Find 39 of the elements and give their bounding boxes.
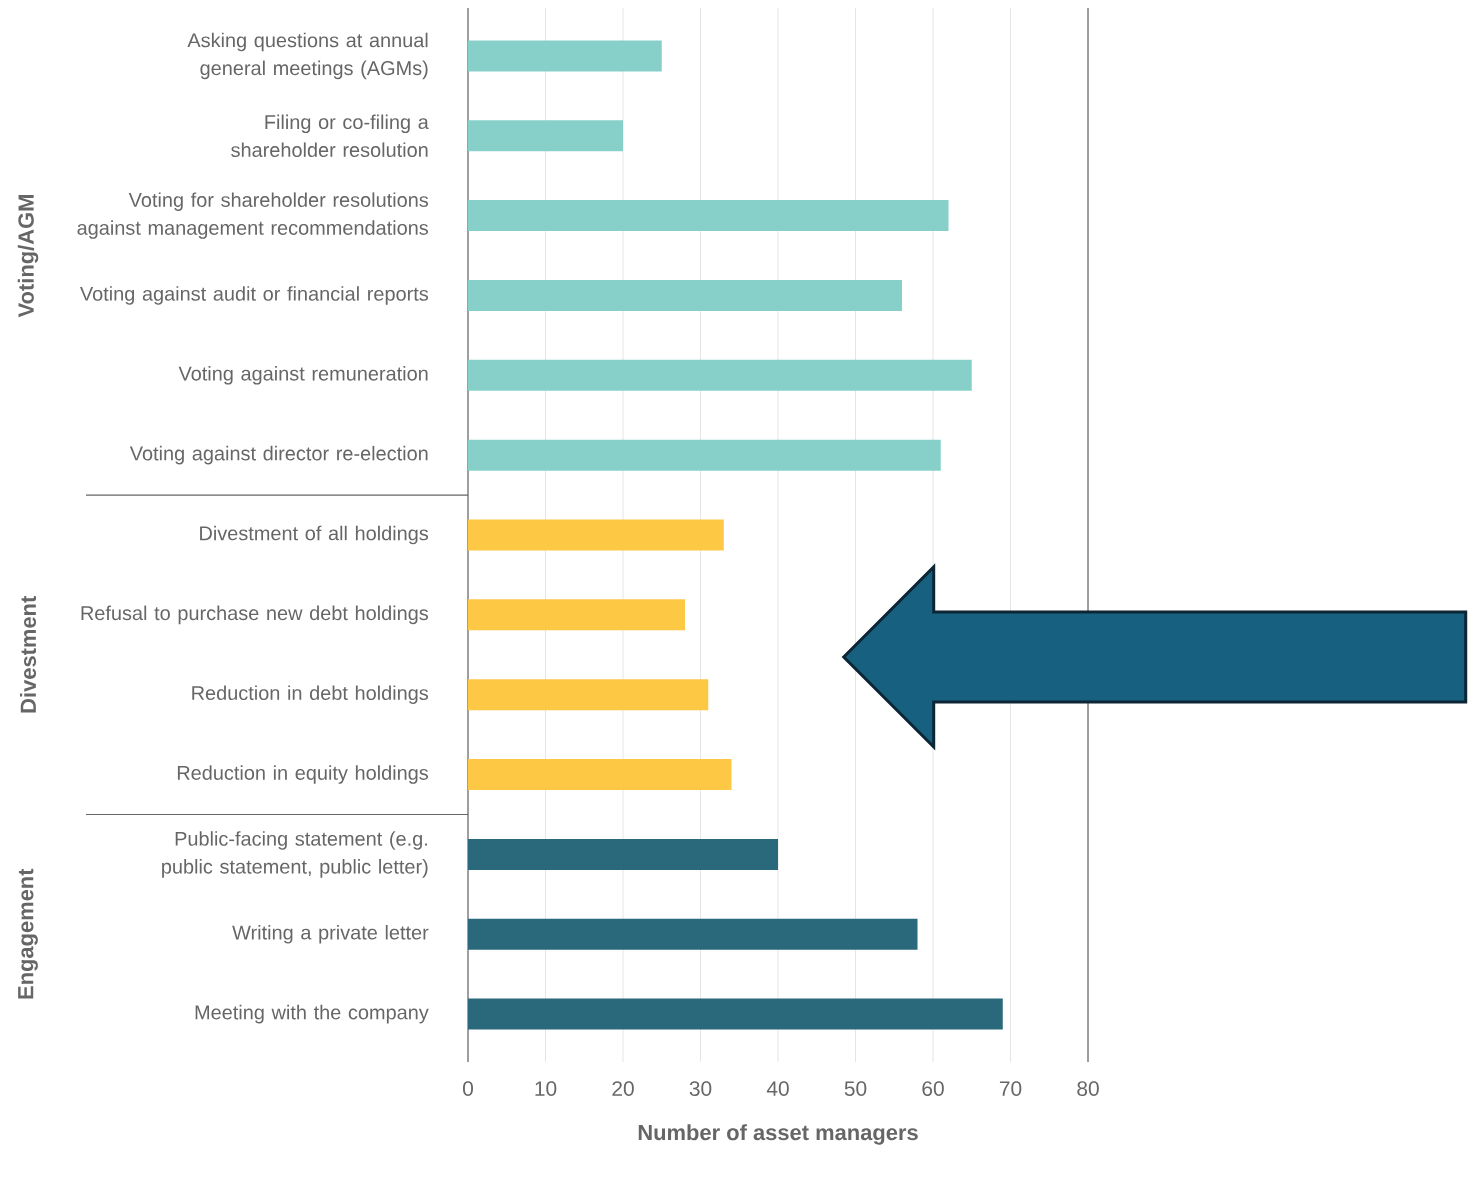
bar (468, 439, 941, 471)
x-tick-label: 10 (535, 1081, 557, 1096)
bar (468, 120, 624, 152)
y-tick-label: Asking questions at annual general meetings (AGMs) (187, 32, 428, 80)
bar (468, 679, 709, 711)
x-tick-label: 40 (766, 1081, 789, 1096)
y-tick-label: Writing a private letter (232, 924, 429, 944)
x-tick-label: 70 (999, 1081, 1022, 1096)
bar (468, 838, 779, 870)
x-tick-label: 0 (463, 1081, 473, 1096)
x-tick-label: 60 (922, 1081, 944, 1096)
y-tick-label: Voting against remuneration (178, 366, 428, 385)
y-tick-label: Public-facing statement (e.g. public statement, public letter) (162, 831, 428, 878)
bar (468, 200, 949, 232)
y-tick-label: Meeting with the company (195, 1004, 429, 1024)
y-tick-label: Refusal to purchase new debt holdings (81, 605, 429, 625)
bar (468, 279, 903, 311)
x-axis-title: Number of asset managers (638, 1124, 918, 1145)
bar (468, 759, 732, 791)
y-tick-label: Reduction in equity holdings (177, 765, 429, 784)
bar (468, 519, 724, 551)
text: Engagement (18, 868, 38, 999)
x-tick-label: 80 (1077, 1081, 1099, 1096)
x-tick-label: 30 (689, 1081, 712, 1096)
bar (468, 40, 662, 72)
y-tick-label: Voting against director re-election (129, 445, 428, 465)
bar (468, 998, 1003, 1030)
bar (468, 918, 918, 950)
text: Divestment (19, 595, 37, 713)
bar (468, 359, 972, 391)
y-tick-label: Voting against audit or financial reports (80, 286, 429, 305)
text: Voting/AGM (17, 195, 39, 318)
y-tick-label: Voting for shareholder resolutions against management recommendations (77, 192, 429, 239)
y-tick-label: Divestment of all holdings (200, 525, 429, 545)
x-tick-label: 20 (612, 1081, 634, 1096)
x-tick-label: 50 (844, 1081, 867, 1096)
y-tick-label: Reduction in debt holdings (192, 685, 429, 704)
y-tick-label: Filing or co-filing a shareholder resolution (231, 114, 429, 158)
bar (468, 599, 686, 631)
